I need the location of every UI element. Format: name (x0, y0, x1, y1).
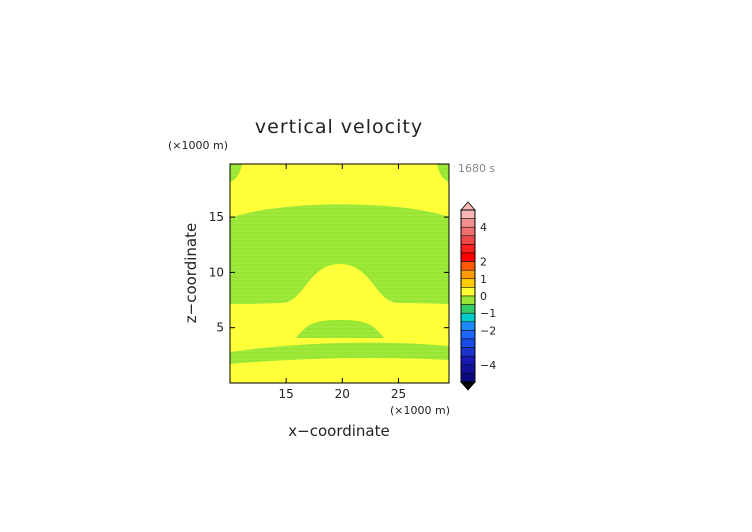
colorbar-level (460, 269, 476, 280)
contour-region-negative-bottom (230, 342, 449, 364)
colorbar-level (460, 287, 476, 297)
colorbar-level (460, 261, 476, 271)
colorbar-level (460, 304, 476, 314)
colorbar-level (460, 218, 476, 228)
y-unit-label: (×1000 m) (168, 139, 228, 152)
colorbar-level (460, 252, 476, 262)
colorbar-tick-label: 1 (480, 273, 487, 286)
x-axis-ticks: 15 20 25 (279, 164, 406, 401)
x-unit-label: (×1000 m) (390, 404, 450, 417)
colorbar-level (460, 364, 476, 374)
colorbar-level (460, 312, 476, 323)
colorbar-tick-label: −1 (480, 307, 496, 320)
raster-lines (230, 166, 449, 380)
plot-frame (229, 163, 450, 384)
colorbar-level (460, 355, 476, 366)
contour-region-negative-dome (296, 320, 384, 338)
colorbar-level (460, 373, 476, 383)
colorbar-level (460, 295, 476, 305)
colorbar-level (460, 278, 476, 288)
x-tick-label: 20 (335, 387, 350, 401)
x-axis-label: x−coordinate (288, 422, 389, 440)
x-tick-label: 25 (391, 387, 406, 401)
time-label: 1680 s (458, 162, 495, 175)
contour-region-negative-middle (230, 204, 449, 304)
colorbar-level (460, 235, 476, 245)
colorbar-level (460, 244, 476, 254)
y-tick-label: 5 (216, 321, 224, 335)
y-tick-label: 10 (209, 265, 224, 279)
y-tick-label: 15 (209, 210, 224, 224)
contour-plot-area (229, 163, 450, 384)
chart-title: vertical velocity (255, 116, 423, 138)
colorbar-level (460, 330, 476, 340)
colorbar-tick-label: 4 (480, 221, 487, 234)
colorbar-level (460, 226, 476, 237)
contour-region-negative-top-right (437, 164, 449, 182)
colorbar: 4 2 1 0 −1 −2 −4 (460, 201, 496, 391)
colorbar-bottom-extension (460, 381, 476, 391)
contour-region-negative-top-left (230, 164, 242, 182)
colorbar-frame (460, 209, 476, 383)
colorbar-level (460, 321, 476, 331)
y-axis-label: z−coordinate (182, 223, 200, 323)
colorbar-top-extension (460, 201, 476, 211)
colorbar-level (460, 338, 476, 348)
colorbar-tick-label: −2 (480, 324, 496, 337)
colorbar-level (460, 347, 476, 357)
colorbar-tick-label: 0 (480, 290, 487, 303)
colorbar-tick-label: −4 (480, 359, 496, 372)
colorbar-tick-label: 2 (480, 256, 487, 269)
colorbar-level (460, 209, 476, 219)
x-tick-label: 15 (279, 387, 294, 401)
y-axis-ticks: 5 10 15 (209, 210, 449, 335)
